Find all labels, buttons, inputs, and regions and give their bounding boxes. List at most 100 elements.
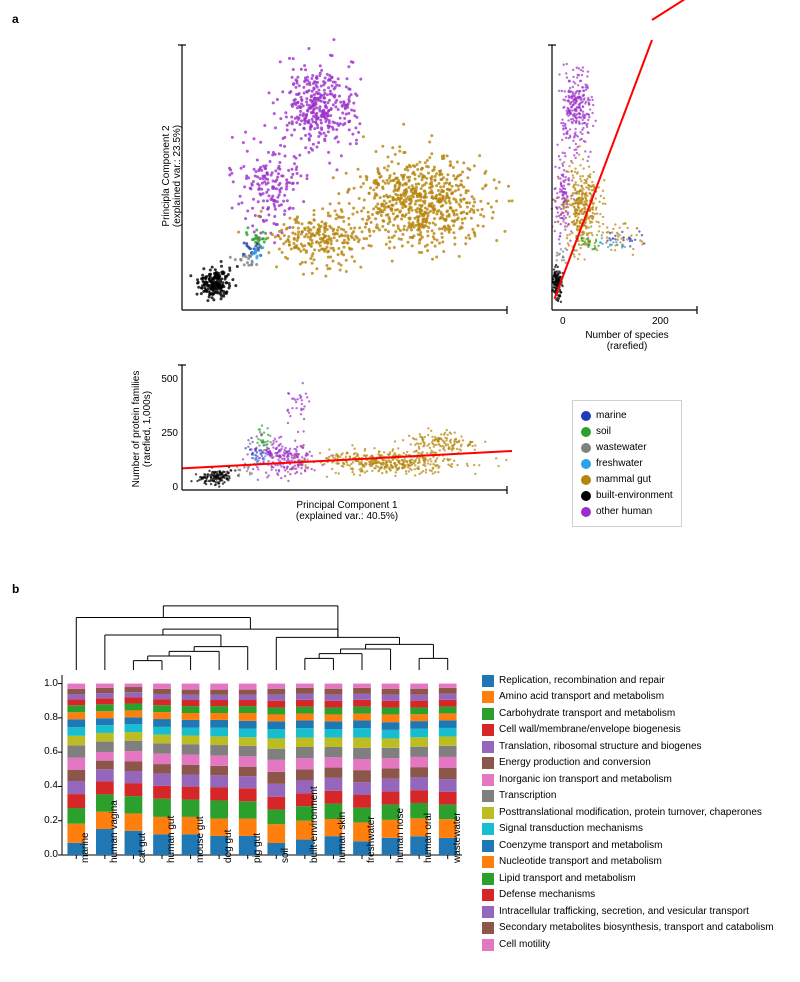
swatch-icon xyxy=(581,475,591,485)
legend-b-row: Signal transduction mechanisms xyxy=(482,821,800,837)
swatch-icon xyxy=(482,873,494,885)
bar-category-soil: soil xyxy=(280,848,291,863)
species-scatter-svg xyxy=(552,40,702,310)
bar-ytick: 0.0 xyxy=(36,849,58,860)
bar-category-mouse-gut: mouse gut xyxy=(195,816,206,863)
legend-b-label: Signal transduction mechanisms xyxy=(499,821,643,837)
dendrogram-svg xyxy=(62,600,462,670)
legend-b-row: Inorganic ion transport and metabolism xyxy=(482,772,800,788)
protein-scatter xyxy=(182,360,512,490)
panel-b-label: b xyxy=(12,582,788,596)
legend-b-row: Defense mechanisms xyxy=(482,887,800,903)
legend-b-label: Translation, ribosomal structure and bio… xyxy=(499,739,702,755)
legend-b-row: Nucleotide transport and metabolism xyxy=(482,854,800,870)
swatch-icon xyxy=(581,459,591,469)
legend-b-row: Replication, recombination and repair xyxy=(482,673,800,689)
legend-b-label: Nucleotide transport and metabolism xyxy=(499,854,662,870)
legend-row-other-human: other human xyxy=(581,504,673,519)
legend-b-row: Cell wall/membrane/envelope biogenesis xyxy=(482,722,800,738)
legend-label: mammal gut xyxy=(596,472,651,487)
dendrogram xyxy=(62,600,462,670)
bar-category-built-environment: built-environment xyxy=(309,786,320,863)
bot-ytick-0: 0 xyxy=(162,482,178,493)
legend-b-label: Transcription xyxy=(499,788,556,804)
protein-axis-label: Number of protein families (rarefied, 1,… xyxy=(131,329,153,529)
legend-b-label: Defense mechanisms xyxy=(499,887,595,903)
species-axis-label: Number of species (rarefied) xyxy=(542,330,712,352)
legend-row-marine: marine xyxy=(581,408,673,423)
bar-category-freshwater: freshwater xyxy=(366,816,377,863)
swatch-icon xyxy=(482,856,494,868)
legend-panel-a: marinesoilwastewaterfreshwatermammal gut… xyxy=(572,400,682,527)
bar-ytick: 1.0 xyxy=(36,678,58,689)
legend-row-wastewater: wastewater xyxy=(581,440,673,455)
bar-category-dog-gut: dog gut xyxy=(223,830,234,863)
pc1-axis-label: Principal Component 1 (explained var.: 4… xyxy=(182,500,512,522)
protein-scatter-svg xyxy=(182,360,512,490)
legend-label: marine xyxy=(596,408,627,423)
legend-b-row: Translation, ribosomal structure and bio… xyxy=(482,739,800,755)
bar-category-wastewater: wastewater xyxy=(452,812,463,863)
panel-a-label: a xyxy=(12,12,788,26)
legend-b-label: Cell wall/membrane/envelope biogenesis xyxy=(499,722,681,738)
bot-ytick-1: 250 xyxy=(152,428,178,439)
swatch-icon xyxy=(482,691,494,703)
swatch-icon xyxy=(482,939,494,951)
swatch-icon xyxy=(482,757,494,769)
swatch-icon xyxy=(482,675,494,687)
panel-b: 0.0 0.2 0.4 0.6 0.8 1.0 marine human vagina cat… xyxy=(12,600,788,970)
legend-b-row: Carbohydrate transport and metabolism xyxy=(482,706,800,722)
bar-category-pig-gut: pig gut xyxy=(252,833,263,863)
bar-category-human-gut: human gut xyxy=(166,816,177,863)
swatch-icon xyxy=(482,889,494,901)
swatch-icon xyxy=(482,922,494,934)
pca-scatter-main-svg xyxy=(182,40,512,310)
legend-label: wastewater xyxy=(596,440,647,455)
swatch-icon xyxy=(581,491,591,501)
swatch-icon xyxy=(482,906,494,918)
legend-b-label: Coenzyme transport and metabolism xyxy=(499,838,662,854)
legend-b-row: Transcription xyxy=(482,788,800,804)
bar-category-human-vagina: human vagina xyxy=(109,800,120,863)
swatch-icon xyxy=(482,807,494,819)
swatch-icon xyxy=(581,507,591,517)
bot-ytick-2: 500 xyxy=(152,374,178,385)
right-xtick-1: 200 xyxy=(652,316,669,327)
bar-ytick: 0.4 xyxy=(36,780,58,791)
legend-b-label: Intracellular trafficking, secretion, an… xyxy=(499,904,749,920)
swatch-icon xyxy=(581,443,591,453)
legend-b-row: Cell motility xyxy=(482,937,800,953)
legend-b-row: Energy production and conversion xyxy=(482,755,800,771)
bar-category-human-nose: human nose xyxy=(395,808,406,863)
legend-label: other human xyxy=(596,504,652,519)
legend-b-row: Coenzyme transport and metabolism xyxy=(482,838,800,854)
legend-label: built-environment xyxy=(596,488,673,503)
legend-b-row: Intracellular trafficking, secretion, an… xyxy=(482,904,800,920)
bar-ytick: 0.6 xyxy=(36,746,58,757)
legend-panel-b: Replication, recombination and repairAmi… xyxy=(482,672,800,953)
swatch-icon xyxy=(482,724,494,736)
swatch-icon xyxy=(581,411,591,421)
legend-b-row: Lipid transport and metabolism xyxy=(482,871,800,887)
legend-b-label: Carbohydrate transport and metabolism xyxy=(499,706,675,722)
bar-category-marine: marine xyxy=(80,832,91,863)
legend-row-soil: soil xyxy=(581,424,673,439)
swatch-icon xyxy=(581,427,591,437)
pc2-axis-label: Principla Component 2 (explained var.: 2… xyxy=(161,76,183,276)
swatch-icon xyxy=(482,774,494,786)
legend-row-built-environment: built-environment xyxy=(581,488,673,503)
legend-b-row: Posttranslational modification, protein … xyxy=(482,805,800,821)
legend-label: soil xyxy=(596,424,611,439)
bar-ytick: 0.8 xyxy=(36,712,58,723)
swatch-icon xyxy=(482,741,494,753)
right-xtick-0: 0 xyxy=(560,316,566,327)
legend-b-label: Energy production and conversion xyxy=(499,755,651,771)
swatch-icon xyxy=(482,823,494,835)
species-scatter xyxy=(552,40,702,310)
pca-scatter-main xyxy=(182,40,512,310)
legend-b-label: Cell motility xyxy=(499,937,550,953)
swatch-icon xyxy=(482,708,494,720)
bar-ytick: 0.2 xyxy=(36,815,58,826)
legend-b-row: Amino acid transport and metabolism xyxy=(482,689,800,705)
bar-category-cat-gut: cat gut xyxy=(137,833,148,863)
